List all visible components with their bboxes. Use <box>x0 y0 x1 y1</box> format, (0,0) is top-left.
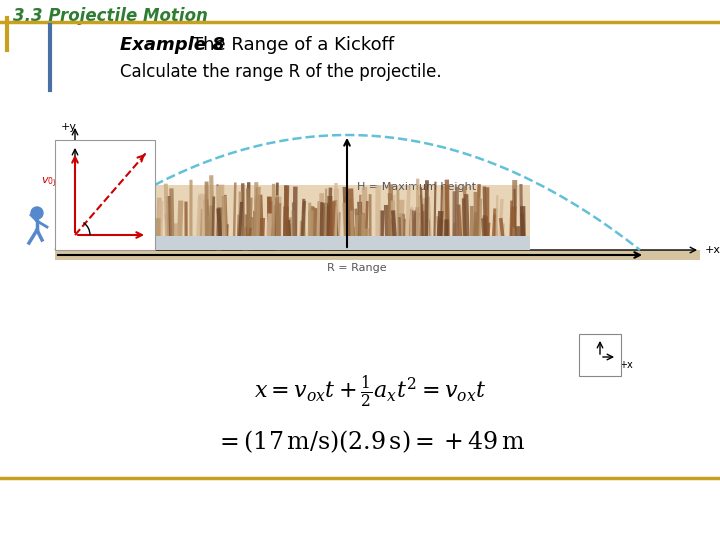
Bar <box>579 334 621 376</box>
Text: $\theta$: $\theta$ <box>88 221 96 233</box>
Circle shape <box>31 207 43 219</box>
Text: $v_{0y}$: $v_{0y}$ <box>41 176 59 190</box>
Text: $v_{0x}$: $v_{0x}$ <box>107 237 125 249</box>
Bar <box>55 250 700 260</box>
Text: The Range of a Kickoff: The Range of a Kickoff <box>192 36 394 54</box>
Text: +y: +y <box>60 141 75 151</box>
Bar <box>155 185 530 250</box>
Text: Example 8: Example 8 <box>120 36 225 54</box>
Text: R = Range: R = Range <box>327 263 387 273</box>
Text: +y: +y <box>61 122 77 132</box>
Text: +x: +x <box>705 245 720 255</box>
Text: +y: +y <box>589 334 603 344</box>
Text: $= (17\,\mathrm{m/s})(2.9\,\mathrm{s}) = +49\,\mathrm{m}$: $= (17\,\mathrm{m/s})(2.9\,\mathrm{s}) =… <box>215 429 526 455</box>
Text: Calculate the range R of the projectile.: Calculate the range R of the projectile. <box>120 63 441 81</box>
Bar <box>55 140 155 250</box>
Text: +x: +x <box>619 360 633 370</box>
Text: H = Maximum height: H = Maximum height <box>357 182 476 192</box>
Bar <box>155 236 530 250</box>
Text: $v_0$: $v_0$ <box>113 181 127 194</box>
Text: $x = v_{ox}t + \frac{1}{2}a_x t^2 = v_{ox}t$: $x = v_{ox}t + \frac{1}{2}a_x t^2 = v_{o… <box>253 374 486 410</box>
Text: 3.3 Projectile Motion: 3.3 Projectile Motion <box>13 7 208 25</box>
